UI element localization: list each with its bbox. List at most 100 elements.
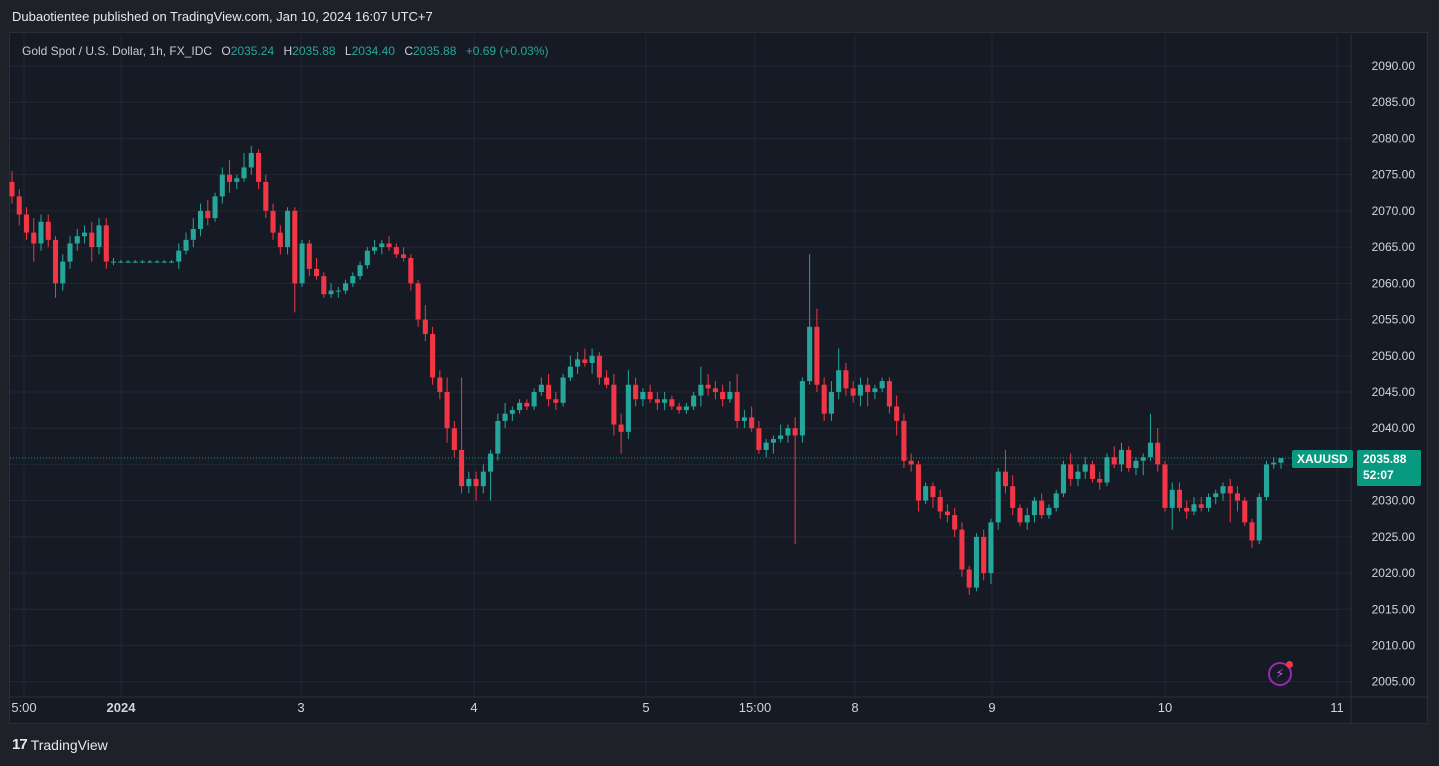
x-tick-label: 9 (988, 700, 995, 715)
candle-body (415, 283, 421, 320)
candle-body (843, 370, 849, 389)
candle-body (31, 232, 37, 244)
candle-body (292, 210, 298, 284)
candle-body (248, 152, 254, 168)
candle-body (662, 399, 668, 403)
candle-body (778, 435, 784, 440)
candle-body (749, 417, 755, 429)
candle-body (139, 261, 146, 263)
candle-body (408, 257, 414, 284)
candle-body (995, 471, 1001, 523)
candle-body (372, 247, 378, 251)
candle-body (981, 536, 987, 574)
chart-frame[interactable] (9, 32, 1428, 724)
candle-body (1263, 464, 1270, 498)
candle-body (799, 381, 805, 436)
candle-body (1242, 500, 1248, 523)
candle-body (277, 232, 283, 248)
candle-body (836, 370, 842, 392)
y-tick-label: 2080.00 (1372, 131, 1416, 145)
candle-body (937, 497, 943, 512)
candle-body (1234, 493, 1241, 501)
candle-body (161, 261, 167, 263)
candle-body (197, 210, 204, 229)
legend-open-value: 2035.24 (230, 44, 275, 58)
candle-body (335, 290, 341, 292)
candle-body (1256, 497, 1262, 541)
candle-body (350, 276, 356, 284)
candle-body (669, 399, 675, 407)
legend-high-value: 2035.88 (292, 44, 336, 58)
candle-body (364, 250, 370, 266)
brand-name: TradingView (30, 736, 108, 753)
candle-body (480, 471, 486, 487)
y-tick-label: 2070.00 (1372, 204, 1416, 218)
candle-body (473, 478, 479, 487)
legend-symbol[interactable]: Gold Spot / U.S. Dollar, 1h, FX_IDC (22, 44, 213, 58)
candle-body (1024, 515, 1030, 523)
y-tick-label: 2045.00 (1372, 385, 1416, 399)
candle-body (901, 420, 907, 461)
x-tick-label: 10 (1158, 700, 1172, 715)
candle-body (502, 413, 508, 421)
candle-body (988, 522, 994, 574)
x-tick-label: 2024 (107, 700, 137, 715)
candle-body (147, 261, 153, 263)
candle-body (1184, 507, 1190, 512)
candle-body (212, 196, 218, 219)
candle-body (1104, 457, 1110, 483)
candle-body (1220, 486, 1226, 494)
x-tick-label: 5 (642, 700, 649, 715)
candle-body (234, 178, 240, 182)
candle-body (1017, 507, 1023, 523)
candle-body (727, 391, 733, 400)
candle-body (1111, 457, 1117, 465)
candle-body (89, 232, 95, 248)
footer-brand[interactable]: 17 TradingView (12, 736, 108, 753)
candle-body (393, 247, 399, 255)
candle-body (640, 391, 646, 400)
candle-body (430, 334, 436, 378)
candle-body (604, 377, 610, 385)
candle-body (676, 406, 682, 411)
candle-body (705, 384, 711, 389)
candle-body (23, 214, 30, 233)
candle-body (734, 391, 740, 421)
candle-body (647, 391, 653, 400)
lightning-icon[interactable]: ⚡ (1268, 661, 1293, 686)
candle-body (125, 261, 131, 263)
candle-body (299, 243, 305, 284)
y-tick-label: 2030.00 (1372, 494, 1416, 508)
candle-body (1169, 489, 1175, 508)
symbol-price-tag: XAUUSD (1292, 450, 1353, 468)
candle-body (691, 395, 697, 407)
y-tick-label: 2020.00 (1372, 566, 1416, 580)
candle-body (538, 384, 544, 392)
candle-body (560, 377, 566, 403)
candle-body (183, 239, 189, 251)
candle-body (45, 221, 51, 240)
candle-body (422, 319, 428, 335)
candle-body (328, 290, 334, 295)
y-tick-label: 2050.00 (1372, 349, 1416, 363)
candle-body (110, 261, 117, 263)
candle-body (625, 384, 631, 432)
candle-body (488, 453, 494, 472)
candle-body (154, 261, 160, 263)
candle-body (1075, 471, 1081, 479)
candle-body (60, 261, 66, 284)
candle-body (205, 210, 211, 219)
candle-body (241, 167, 247, 179)
candle-body (1176, 489, 1183, 508)
candle-body (509, 410, 515, 414)
candle-body (908, 460, 914, 465)
candle-body (923, 486, 929, 501)
x-tick-label: 8 (851, 700, 858, 715)
candle-body (1097, 478, 1103, 483)
candle-body (1010, 486, 1016, 508)
candle-body (132, 261, 138, 263)
candle-body (930, 486, 936, 498)
y-tick-label: 2010.00 (1372, 639, 1416, 653)
candle-body (495, 420, 501, 454)
